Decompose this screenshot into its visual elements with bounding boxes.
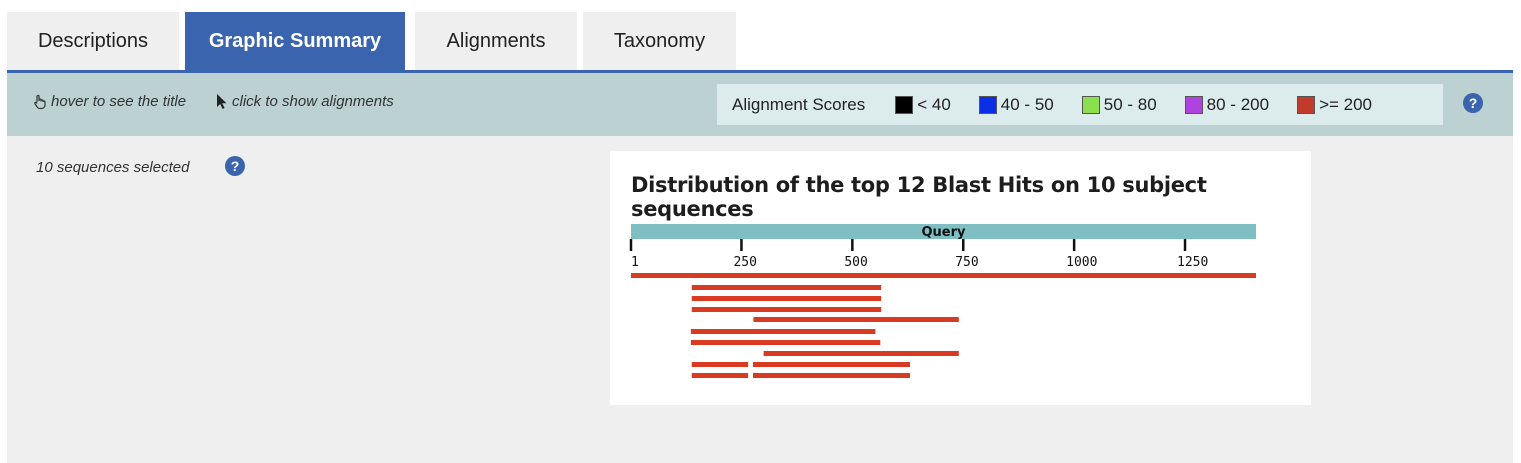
legend-swatch [895, 95, 914, 114]
legend-swatch [1297, 95, 1316, 114]
graphic-toolbar: hover to see the title click to show ali… [7, 73, 1513, 136]
tick-label: 1250 [1177, 255, 1208, 270]
tick-label: 1000 [1066, 255, 1097, 270]
legend-item-50-80: 50 - 80 [1081, 94, 1157, 115]
legend-label: 40 - 50 [1000, 94, 1054, 114]
legend-title: Alignment Scores [732, 94, 866, 114]
tick-label: 1 [631, 255, 639, 270]
legend-label: 50 - 80 [1103, 94, 1157, 114]
hit-bar [691, 296, 882, 301]
hit-bar [691, 373, 749, 378]
chart-title: Distribution of the top 12 Blast Hits on… [631, 173, 1207, 221]
graphic-summary-content: 10 sequences selected ? Distribution of … [7, 136, 1513, 463]
click-hint-text: click to show alignments [232, 93, 394, 110]
query-bar [631, 224, 1256, 239]
tick-label: 250 [733, 255, 756, 270]
hit-bar [691, 362, 749, 367]
tick-label: 500 [844, 255, 867, 270]
click-hint: click to show alignments [215, 93, 394, 110]
hit-bar [631, 273, 1256, 278]
hover-hint: hover to see the title [32, 93, 186, 110]
hit-bar [690, 340, 881, 345]
hit-bar [753, 317, 959, 322]
sequences-selected-text: 10 sequences selected [36, 159, 190, 176]
hit-bar [752, 373, 911, 378]
distribution-panel: Distribution of the top 12 Blast Hits on… [610, 151, 1311, 405]
tick-label: 750 [955, 255, 978, 270]
hit-bar [691, 307, 882, 312]
question-help-icon[interactable]: ? [225, 156, 245, 176]
tab-bar: Descriptions Graphic Summary Alignments … [7, 12, 1513, 72]
legend-swatch [1184, 95, 1203, 114]
tab-alignments[interactable]: Alignments [415, 12, 577, 71]
hover-hint-text: hover to see the title [51, 93, 187, 110]
hit-bar [752, 362, 911, 367]
question-help-icon[interactable]: ? [1463, 93, 1483, 113]
hit-bar [763, 351, 959, 356]
query-label: Query [921, 225, 966, 240]
arrow-cursor-icon [217, 94, 227, 109]
legend-item-40-50: 40 - 50 [978, 94, 1054, 115]
legend-swatch [978, 95, 997, 114]
hit-bar [690, 329, 876, 334]
tab-taxonomy[interactable]: Taxonomy [583, 12, 736, 71]
legend-item-lt40: < 40 [895, 95, 951, 115]
hit-bar [691, 285, 882, 290]
legend-swatch [1081, 95, 1100, 114]
legend-label: 80 - 200 [1206, 94, 1270, 114]
alignment-score-legend: Alignment Scores < 40 40 - 50 50 - 80 80… [717, 84, 1443, 125]
tab-graphic-summary[interactable]: Graphic Summary [185, 12, 405, 71]
hand-pointer-icon [34, 94, 46, 109]
tab-descriptions[interactable]: Descriptions [7, 12, 179, 71]
tab-underline [7, 70, 1513, 73]
legend-label: < 40 [917, 94, 951, 114]
legend-item-gte200: >= 200 [1297, 95, 1372, 115]
legend-item-80-200: 80 - 200 [1184, 94, 1270, 115]
legend-label: >= 200 [1319, 94, 1373, 114]
